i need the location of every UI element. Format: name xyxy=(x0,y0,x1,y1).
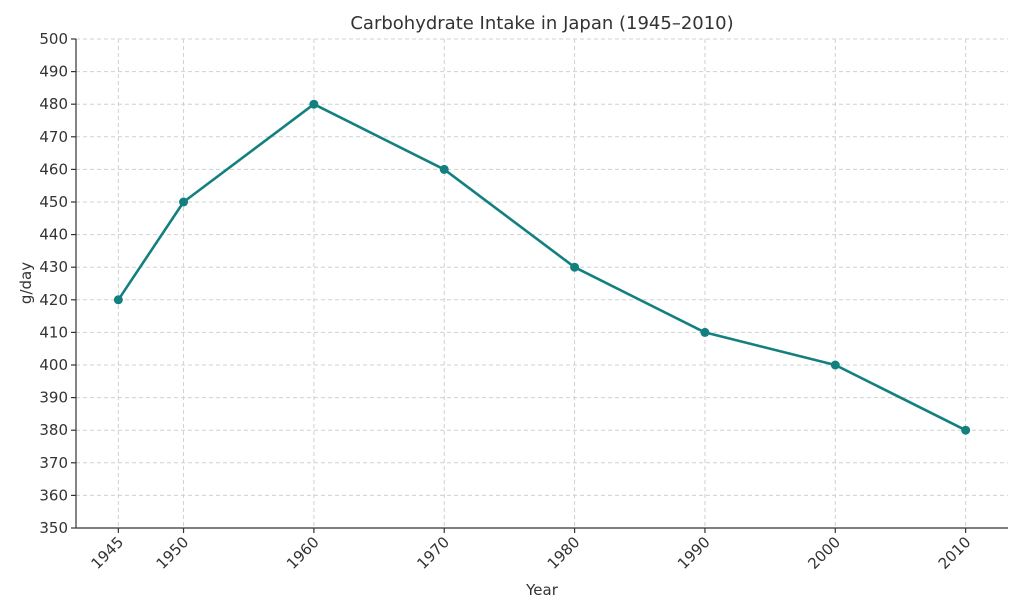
data-point xyxy=(309,99,319,109)
x-tick-label: 1970 xyxy=(413,533,453,573)
data-point xyxy=(961,425,971,435)
x-tick-label: 1960 xyxy=(283,533,323,573)
x-axis-label: Year xyxy=(525,581,559,599)
y-tick-label: 380 xyxy=(39,421,68,439)
y-ticks: 350 360 370 380 390 400 410 420 430 440 450 460 470 4… xyxy=(39,30,76,537)
series-line xyxy=(117,102,967,432)
x-tick-label: 2000 xyxy=(804,533,844,573)
y-tick-label: 420 xyxy=(39,291,68,309)
x-tick-label: 2010 xyxy=(935,533,975,573)
y-tick-label: 430 xyxy=(39,258,68,276)
y-tick-label: 470 xyxy=(39,128,68,146)
chart-title: Carbohydrate Intake in Japan (1945–2010) xyxy=(350,13,733,34)
y-tick-label: 350 xyxy=(39,519,68,537)
y-tick-label: 390 xyxy=(39,389,68,407)
x-ticks: 1945 1950 1960 1970 1980 1990 2000 2010 xyxy=(87,528,974,573)
y-tick-label: 460 xyxy=(39,160,68,178)
y-tick-label: 480 xyxy=(39,95,68,113)
y-tick-label: 410 xyxy=(39,323,68,341)
x-tick-label: 1980 xyxy=(544,533,584,573)
data-point xyxy=(113,295,123,305)
y-tick-label: 500 xyxy=(39,30,68,48)
x-tick-label: 1990 xyxy=(674,533,714,573)
data-point xyxy=(700,327,710,337)
y-tick-label: 400 xyxy=(39,356,68,374)
data-point xyxy=(179,197,189,207)
series xyxy=(113,99,971,435)
y-tick-label: 360 xyxy=(39,486,68,504)
y-axis-label: g/day xyxy=(17,262,35,304)
x-tick-label: 1950 xyxy=(153,533,193,573)
data-point xyxy=(570,262,580,272)
grid xyxy=(76,38,1008,529)
data-point xyxy=(439,164,449,174)
y-tick-label: 450 xyxy=(39,193,68,211)
y-tick-label: 490 xyxy=(39,63,68,81)
y-tick-label: 370 xyxy=(39,454,68,472)
data-point xyxy=(830,360,840,370)
x-tick-label: 1945 xyxy=(87,533,127,573)
y-tick-label: 440 xyxy=(39,226,68,244)
